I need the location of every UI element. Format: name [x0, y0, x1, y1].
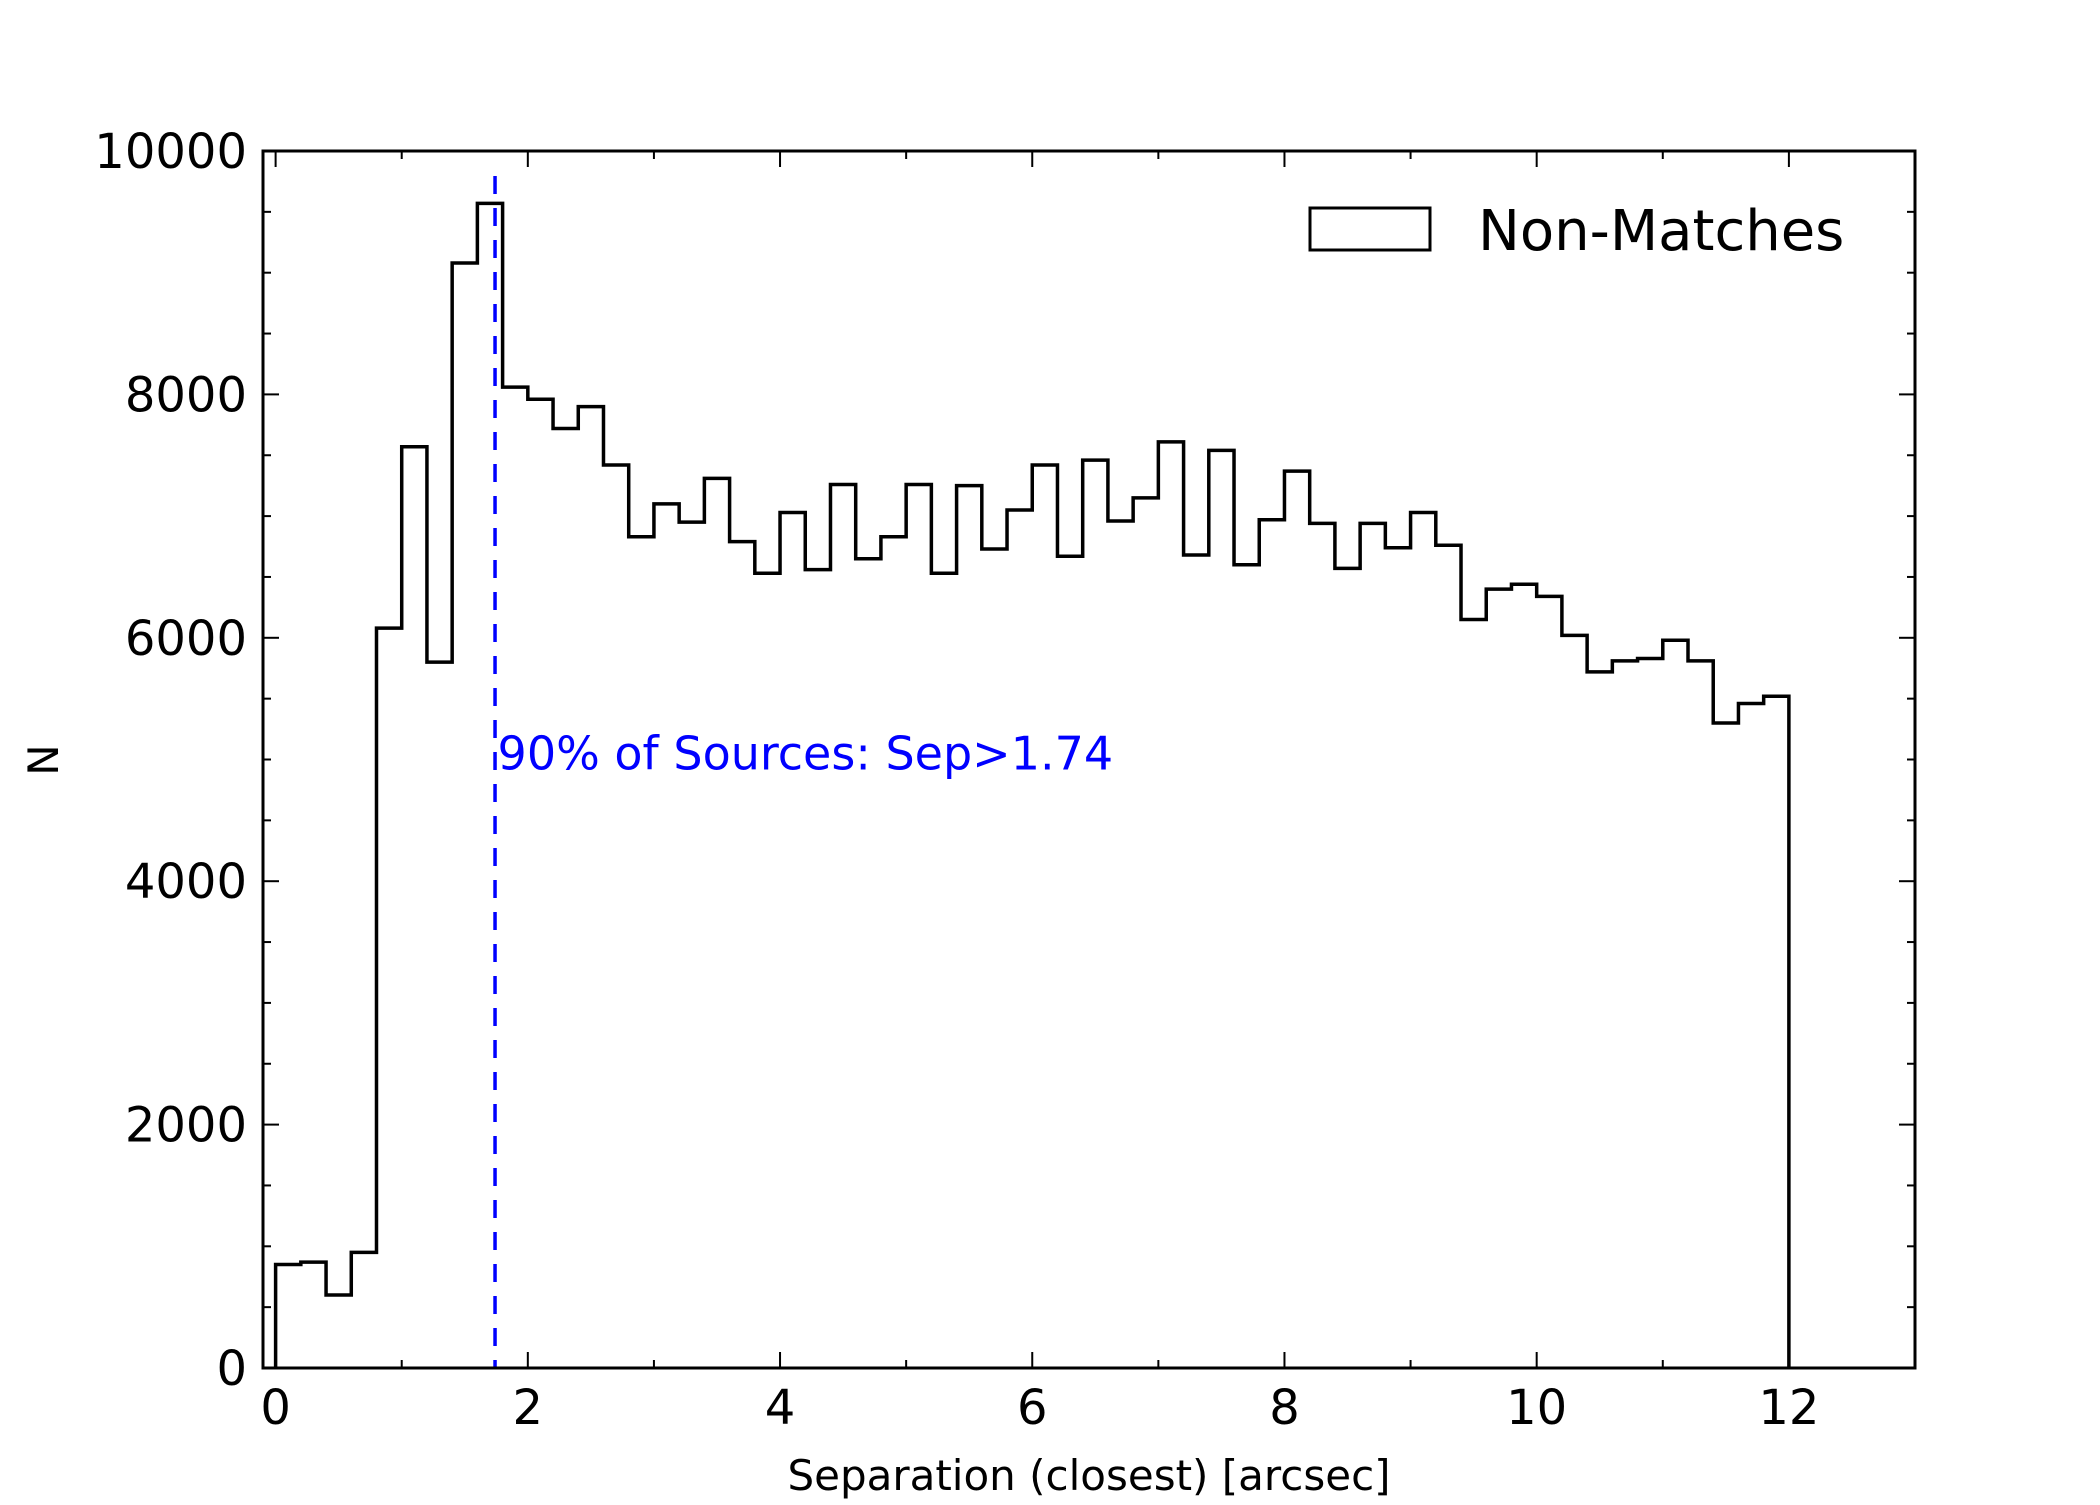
x-tick-label: 10 [1506, 1380, 1567, 1436]
histogram-bin [780, 512, 805, 1368]
x-tick-label: 12 [1758, 1380, 1819, 1436]
histogram-bin [1234, 565, 1259, 1368]
histogram-bin [856, 559, 881, 1368]
y-tick-label: 6000 [125, 611, 247, 667]
y-tick-label: 2000 [125, 1098, 247, 1154]
x-tick-label: 6 [1017, 1380, 1048, 1436]
histogram-bin [1663, 640, 1688, 1368]
histogram-bin [1360, 523, 1385, 1368]
histogram-bin [402, 447, 427, 1368]
y-tick-label: 0 [216, 1341, 247, 1397]
histogram-bin [1158, 442, 1183, 1368]
histogram-bin [1461, 620, 1486, 1368]
x-tick-label: 2 [513, 1380, 544, 1436]
histogram-bin [1108, 521, 1133, 1368]
histogram-bin [1638, 658, 1663, 1368]
histogram-bin [1209, 450, 1234, 1368]
histogram-bin [1057, 556, 1082, 1368]
histogram-bin [553, 428, 578, 1368]
histogram-bin [326, 1295, 351, 1368]
plot-frame [261, 149, 1917, 1370]
histogram-bin [982, 549, 1007, 1368]
histogram-bin [427, 662, 452, 1368]
histogram-bin [1511, 584, 1536, 1368]
histogram-bin [1032, 465, 1057, 1368]
histogram-bin [1612, 661, 1637, 1368]
histogram-bin [704, 478, 729, 1368]
histogram-bin [351, 1252, 376, 1368]
y-axis-label: N [19, 744, 68, 775]
ticks-layer: 0 2 4 6 8 10 12 0 2000 4000 6000 8000 10000 [94, 124, 1915, 1436]
histogram-bin [276, 1265, 301, 1368]
y-tick-label: 10000 [94, 124, 247, 180]
histogram-bin [452, 263, 477, 1368]
histogram-bin [1335, 568, 1360, 1368]
histogram-bin [679, 522, 704, 1368]
histogram-bin [1738, 704, 1763, 1368]
histogram-bin [1764, 696, 1789, 1368]
histogram-bin [1385, 548, 1410, 1368]
histogram-bin [477, 203, 502, 1368]
histogram-bin [301, 1262, 326, 1368]
histogram-bin [1562, 635, 1587, 1368]
histogram-bin [957, 486, 982, 1368]
histogram-bin [1259, 520, 1284, 1368]
y-tick-label: 8000 [125, 367, 247, 423]
histogram-bin [906, 484, 931, 1368]
histogram-bin [376, 628, 401, 1368]
legend-label: Non-Matches [1478, 199, 1844, 264]
histogram-bin [503, 387, 528, 1368]
histogram-bin [1713, 723, 1738, 1368]
histogram-bin [1310, 523, 1335, 1368]
histogram-bin [578, 407, 603, 1368]
x-axis-label: Separation (closest) [arcsec] [787, 1451, 1390, 1500]
histogram-bin [1007, 510, 1032, 1368]
histogram-bin [1284, 471, 1309, 1368]
histogram-bin [528, 399, 553, 1368]
y-tick-label: 4000 [125, 854, 247, 910]
legend-swatch [1308, 206, 1432, 252]
x-tick-label: 8 [1269, 1380, 1300, 1436]
histogram-bin [730, 542, 755, 1368]
histogram-bin [1083, 460, 1108, 1368]
histogram-bin [629, 537, 654, 1368]
histogram-bin [755, 573, 780, 1368]
histogram-bin [1688, 661, 1713, 1368]
histogram-bin [830, 484, 855, 1368]
histogram-bin [931, 573, 956, 1368]
annotation-text: 90% of Sources: Sep>1.74 [498, 726, 1114, 780]
legend: Non-Matches [1308, 199, 1844, 264]
histogram-bin [603, 465, 628, 1368]
histogram-bin [1537, 596, 1562, 1368]
series-layer [273, 201, 1791, 1368]
histogram-bin [1486, 589, 1511, 1368]
histogram-bin [1436, 545, 1461, 1368]
histogram-step-line [273, 201, 1791, 1368]
histogram-bin [1133, 498, 1158, 1368]
x-tick-label: 4 [765, 1380, 796, 1436]
x-tick-label: 0 [260, 1380, 291, 1436]
histogram-bin [805, 570, 830, 1368]
histogram-bin [654, 504, 679, 1368]
histogram-bin [1587, 672, 1612, 1368]
histogram-bin [881, 537, 906, 1368]
histogram-bin [1184, 555, 1209, 1368]
histogram-bin [1411, 512, 1436, 1368]
